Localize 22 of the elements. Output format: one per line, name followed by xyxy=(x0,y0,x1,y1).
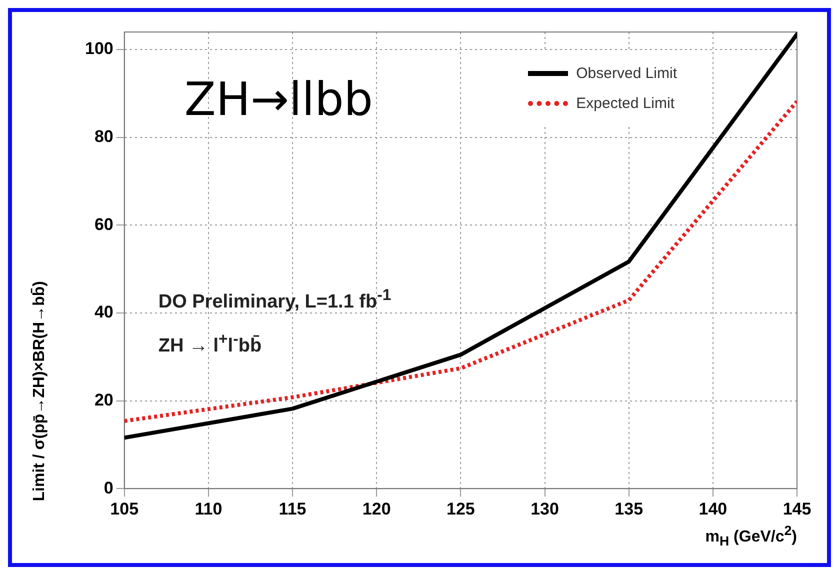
x-tick-label: 120 xyxy=(362,499,391,518)
x-tick-label: 145 xyxy=(782,499,812,518)
legend-label: Expected Limit xyxy=(576,94,675,112)
x-tick-label: 140 xyxy=(698,499,728,518)
y-axis-title: Limit / σ(pp̄→ZH)×BR(H→bb̄) xyxy=(31,281,49,502)
x-tick-label: 135 xyxy=(614,499,644,518)
y-tick-label: 60 xyxy=(94,214,114,234)
x-tick-label: 115 xyxy=(278,499,306,518)
y-tick-label: 100 xyxy=(84,39,114,58)
x-tick-label: 105 xyxy=(110,499,139,518)
y-tick-label: 0 xyxy=(104,478,114,498)
y-tick-label: 40 xyxy=(94,302,114,322)
x-tick-label: 110 xyxy=(194,499,222,518)
x-tick-label: 130 xyxy=(530,499,559,518)
x-axis-title: m$_{H}$ (GeV/c$^{2}$) xyxy=(705,522,797,548)
annotation: DO Preliminary, L=1.1 fb$^{-1}$ xyxy=(158,287,392,314)
legend-label: Observed Limit xyxy=(576,64,677,82)
text: ZH→llbb xyxy=(184,72,373,126)
y-tick-label: 80 xyxy=(94,127,114,146)
annotation: ZH → l$^{+}$l$^{-}$bb̄ xyxy=(158,331,262,358)
x-tick-label: 125 xyxy=(446,499,475,518)
y-tick-label: 20 xyxy=(94,390,114,410)
